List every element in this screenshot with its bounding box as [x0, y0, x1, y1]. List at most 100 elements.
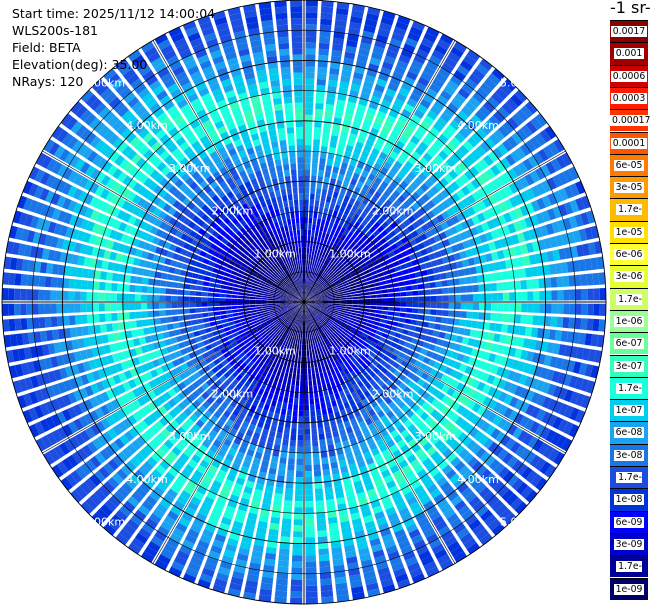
- ppi-gate: [305, 72, 315, 79]
- ppi-gate: [575, 180, 586, 195]
- ppi-gate: [236, 553, 249, 562]
- ppi-gate: [398, 114, 409, 124]
- ppi-gate: [457, 482, 469, 494]
- ppi-gate: [556, 316, 564, 328]
- ppi-gate: [363, 570, 376, 580]
- ppi-gate: [540, 341, 549, 353]
- ppi-gate: [407, 438, 418, 448]
- ppi-gate: [316, 249, 321, 256]
- ppi-gate: [176, 550, 190, 561]
- ppi-gate: [420, 120, 431, 131]
- ppi-gate: [311, 367, 315, 375]
- ppi-gate: [426, 200, 436, 209]
- ppi-gate: [335, 179, 343, 187]
- ppi-gate: [131, 537, 145, 550]
- ppi-gate: [394, 387, 403, 396]
- ppi-gate: [279, 414, 286, 422]
- ppi-gate: [332, 552, 344, 561]
- ppi-gate: [404, 469, 415, 480]
- ppi-gate: [352, 324, 360, 330]
- ppi-gate: [326, 91, 336, 99]
- ppi-gate: [285, 353, 290, 361]
- ppi-gate: [450, 74, 463, 87]
- ppi-gate: [393, 98, 405, 108]
- ppi-gate: [341, 319, 349, 324]
- ppi-gate: [291, 561, 303, 568]
- ppi-gate: [409, 26, 423, 37]
- ppi-gate: [206, 332, 214, 339]
- ppi-gate: [358, 299, 365, 302]
- ppi-gate: [369, 291, 377, 295]
- ppi-gate: [325, 260, 331, 267]
- ppi-gate: [416, 320, 424, 327]
- ppi-gate: [308, 306, 313, 311]
- ppi-gate: [436, 302, 443, 309]
- ppi-gate: [436, 258, 444, 266]
- ppi-gate: [353, 409, 361, 418]
- ppi-gate: [531, 240, 541, 252]
- ppi-gate: [311, 318, 315, 325]
- ppi-gate: [205, 556, 219, 566]
- ppi-gate: [341, 200, 348, 208]
- ppi-gate: [221, 336, 229, 343]
- ppi-gate: [79, 481, 92, 495]
- ppi-gate: [479, 141, 491, 153]
- ppi-gate: [326, 321, 333, 327]
- ppi-gate: [277, 313, 284, 317]
- ppi-gate: [326, 369, 332, 377]
- ppi-gate: [321, 304, 328, 307]
- ppi-gate: [321, 244, 326, 252]
- ppi-gate: [424, 296, 431, 302]
- ppi-gate: [536, 394, 546, 407]
- ppi-gate: [339, 295, 347, 298]
- ppi-gate: [131, 399, 142, 410]
- ppi-gate: [454, 444, 465, 455]
- ppi-gate: [323, 389, 329, 397]
- ppi-gate: [356, 180, 364, 189]
- ppi-gate: [201, 307, 208, 313]
- ppi-gate: [214, 454, 224, 463]
- ppi-gate: [376, 233, 384, 241]
- ppi-gate: [528, 254, 537, 265]
- ppi-gate: [353, 335, 360, 341]
- ppi-gate: [340, 130, 349, 139]
- ppi-gate: [348, 266, 355, 273]
- ppi-gate: [223, 326, 231, 332]
- ppi-gate: [391, 490, 402, 501]
- ppi-gate: [347, 431, 356, 440]
- ppi-gate: [534, 424, 546, 437]
- ppi-gate: [472, 284, 479, 293]
- ppi-gate: [305, 271, 307, 278]
- ppi-gate: [171, 309, 178, 316]
- ppi-gate: [430, 288, 437, 295]
- ppi-gate: [346, 238, 354, 246]
- ppi-gate: [283, 359, 289, 367]
- ppi-gate: [112, 374, 122, 385]
- ppi-gate: [327, 443, 335, 451]
- ppi-gate: [466, 473, 479, 486]
- ppi-gate: [495, 323, 503, 332]
- ppi-gate: [365, 178, 373, 187]
- ppi-gate: [480, 509, 493, 522]
- ppi-gate: [291, 379, 296, 387]
- ppi-gate: [337, 142, 346, 151]
- ppi-gate: [359, 553, 372, 562]
- ppi-gate: [290, 591, 303, 598]
- ppi-gate: [141, 285, 148, 293]
- ppi-gate: [371, 413, 379, 422]
- ppi-gate: [411, 59, 424, 70]
- ppi-gate: [142, 460, 154, 472]
- ppi-gate: [403, 377, 412, 386]
- ppi-gate: [43, 451, 55, 465]
- ppi-gate: [500, 434, 511, 447]
- ppi-gate: [388, 306, 395, 311]
- ppi-gate: [445, 325, 453, 333]
- ppi-gate: [465, 276, 473, 284]
- ppi-gate: [304, 332, 306, 339]
- ppi-gate: [361, 377, 369, 385]
- ppi-gate: [412, 308, 419, 314]
- ppi-gate: [323, 252, 329, 259]
- ppi-gate: [370, 352, 377, 359]
- ppi-gate: [358, 202, 366, 211]
- ppi-gate: [372, 473, 382, 483]
